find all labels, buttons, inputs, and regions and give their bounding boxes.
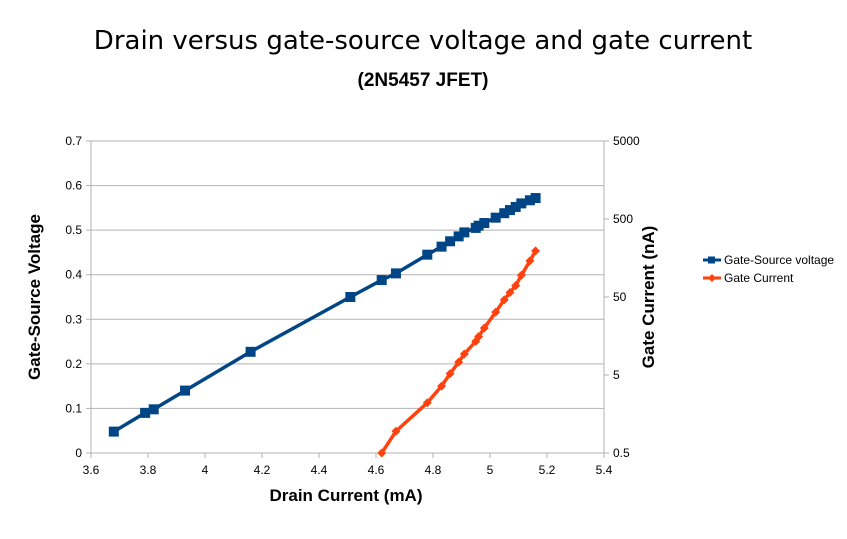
plot-area: 3.6 3.8 4 4.2 4.4 4.6 4.8 5 5.2 5.4 0 0.1 0.2 0.3 0.4 0… — [65, 134, 640, 477]
legend-label-gate-current: Gate Current — [724, 271, 794, 285]
data-point-gate-source-voltage — [516, 198, 527, 209]
data-point-gate-source-voltage — [422, 249, 433, 260]
x-axis-title: Drain Current (mA) — [269, 486, 422, 505]
data-point-gate-current — [445, 369, 455, 379]
data-point-gate-current — [437, 381, 447, 391]
x-tick-label: 5.4 — [596, 463, 613, 477]
y-left-tick-label: 0.4 — [65, 268, 82, 282]
x-tick-label: 5.2 — [539, 463, 556, 477]
y-left-tick-label: 0 — [75, 446, 82, 460]
data-point-gate-source-voltage — [376, 275, 387, 286]
series-line-gate-source-voltage — [112, 196, 537, 434]
y-right-tick-label: 5000 — [613, 134, 640, 148]
x-tick-label: 4.8 — [425, 463, 442, 477]
data-point-gate-current — [391, 426, 401, 436]
data-point-gate-current — [479, 323, 489, 333]
data-point-gate-current — [516, 270, 526, 280]
x-tick-label: 4 — [202, 463, 209, 477]
data-point-gate-source-voltage — [345, 292, 356, 302]
y-right-tick-label: 0.5 — [613, 446, 630, 460]
x-tick-label: 4.4 — [311, 463, 328, 477]
y-right-tick-label: 500 — [613, 212, 633, 226]
y-axis-left-title: Gate-Source Voltage — [25, 214, 44, 380]
data-point-gate-current — [474, 332, 484, 342]
x-tick-label: 4.6 — [368, 463, 385, 477]
data-point-gate-source-voltage — [436, 241, 447, 252]
data-point-gate-current — [499, 295, 509, 305]
x-tick-label: 3.6 — [83, 463, 100, 477]
data-point-gate-source-voltage — [453, 231, 464, 242]
data-point-gate-source-voltage — [180, 385, 191, 396]
legend: Gate-Source voltage Gate Current — [703, 253, 834, 285]
chart-title: Drain versus gate-source voltage and gat… — [94, 26, 752, 56]
data-point-gate-current — [531, 246, 541, 256]
legend-marker-gate-source-voltage — [708, 256, 715, 264]
data-point-gate-source-voltage — [490, 212, 501, 223]
data-point-gate-source-voltage — [108, 426, 119, 437]
y-right-tick-label: 5 — [613, 368, 620, 382]
data-point-gate-current — [505, 288, 515, 298]
y-left-tick-label: 0.6 — [65, 179, 82, 193]
data-point-gate-current — [525, 256, 535, 266]
data-point-gate-source-voltage — [530, 193, 541, 204]
y-left-tick-label: 0.3 — [65, 312, 82, 326]
data-point-gate-current — [459, 349, 469, 359]
x-tick-label: 5 — [487, 463, 494, 477]
data-point-gate-current — [377, 448, 387, 458]
chart-subtitle: (2N5457 JFET) — [358, 70, 489, 91]
data-point-gate-source-voltage — [459, 227, 470, 238]
data-point-gate-source-voltage — [445, 236, 456, 247]
data-point-gate-source-voltage — [499, 208, 510, 219]
y-left-tick-label: 0.2 — [65, 357, 82, 371]
y-left-tick-label: 0.7 — [65, 134, 82, 148]
data-point-gate-source-voltage — [510, 201, 521, 212]
data-point-gate-source-voltage — [140, 407, 151, 418]
data-point-gate-source-voltage — [524, 195, 535, 206]
data-point-gate-source-voltage — [148, 404, 159, 415]
data-point-gate-source-voltage — [504, 205, 515, 216]
y-axis-right-title: Gate Current (nA) — [639, 226, 658, 369]
y-left-tick-label: 0.5 — [65, 223, 82, 237]
data-point-gate-source-voltage — [479, 218, 490, 229]
series-line-gate-current — [380, 250, 538, 454]
data-point-gate-source-voltage — [390, 268, 401, 279]
legend-label-gate-source-voltage: Gate-Source voltage — [724, 253, 834, 267]
data-point-gate-current — [422, 398, 432, 408]
y-left-tick-label: 0.1 — [65, 401, 82, 415]
x-tick-label: 4.2 — [254, 463, 271, 477]
x-tick-label: 3.8 — [140, 463, 157, 477]
data-point-gate-current — [454, 357, 464, 367]
y-right-tick-label: 50 — [613, 290, 627, 304]
data-point-gate-source-voltage — [473, 220, 484, 231]
legend-marker-gate-current — [708, 274, 716, 282]
data-point-gate-current — [511, 281, 521, 291]
data-point-gate-source-voltage — [245, 346, 256, 357]
data-point-gate-current — [491, 307, 501, 317]
